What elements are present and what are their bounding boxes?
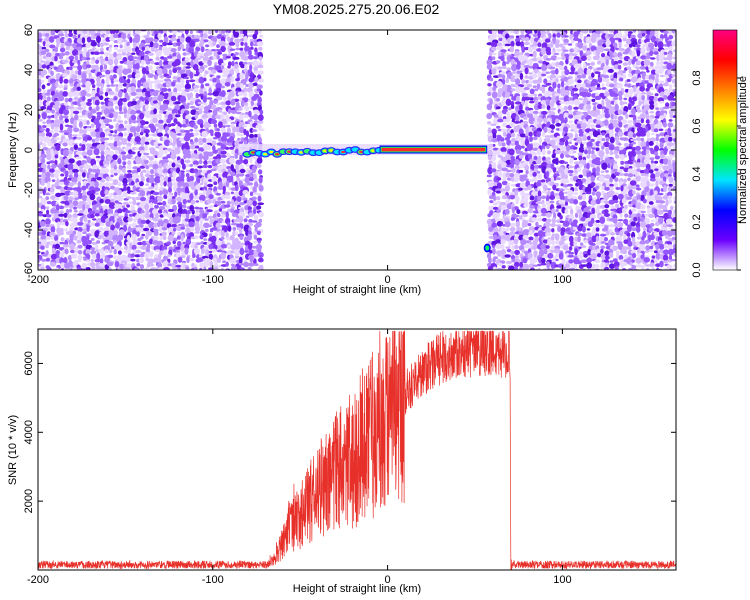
y-tick-label: -60 bbox=[23, 262, 35, 278]
snr-x-label: Height of straight line (km) bbox=[293, 583, 421, 595]
x-tick-label: 0 bbox=[385, 274, 391, 286]
snr-panel: -200 -100 0 100 2000 4000 6000 Height of stra… bbox=[7, 328, 677, 595]
y-tick-label: 20 bbox=[23, 104, 35, 116]
signal-band-core bbox=[381, 147, 486, 152]
y-tick-label: -40 bbox=[23, 222, 35, 238]
y-tick-label: 40 bbox=[23, 64, 35, 76]
colorbar-tick-label: 0.0 bbox=[691, 262, 703, 277]
y-tick-label: 4000 bbox=[23, 420, 35, 444]
spectrogram-noise bbox=[38, 30, 676, 270]
off-band-blip-core bbox=[485, 245, 490, 251]
snr-y-axis: 2000 4000 6000 bbox=[23, 351, 676, 513]
y-tick-label: 60 bbox=[23, 24, 35, 36]
signal-blob bbox=[329, 149, 334, 152]
colorbar-tick-label: 0.8 bbox=[691, 70, 703, 85]
x-tick-label: -200 bbox=[27, 274, 49, 286]
colorbar-ticks: 0.0 0.2 0.4 0.6 0.8 bbox=[691, 70, 741, 278]
noise-region bbox=[38, 30, 265, 270]
x-tick-label: 100 bbox=[553, 274, 571, 286]
colorbar-gradient bbox=[712, 29, 738, 271]
colorbar: 0.0 0.2 0.4 0.6 0.8 Normalized spectral ampl… bbox=[691, 29, 749, 278]
colorbar-tick-label: 0.4 bbox=[691, 166, 703, 181]
spectrogram-x-label: Height of straight line (km) bbox=[293, 284, 421, 296]
colorbar-label: Normalized spectral amplitude bbox=[737, 76, 749, 224]
snr-frame bbox=[37, 328, 677, 571]
x-tick-label: 0 bbox=[385, 574, 391, 586]
signal-blob bbox=[275, 153, 280, 156]
spectrogram-x-axis: -200 -100 0 100 bbox=[27, 30, 572, 286]
x-tick-label: 100 bbox=[553, 574, 571, 586]
snr-y-label: SNR (10 * v/v) bbox=[7, 415, 19, 485]
snr-x-axis: -200 -100 0 100 bbox=[27, 329, 572, 586]
y-tick-label: 6000 bbox=[23, 351, 35, 375]
colorbar-tick-label: 0.2 bbox=[691, 214, 703, 229]
chart-title: YM08.2025.275.20.06.E02 bbox=[273, 1, 440, 17]
y-tick-label: 2000 bbox=[23, 489, 35, 513]
spectrogram-y-label: Frequency (Hz) bbox=[7, 112, 19, 188]
y-tick-label: -20 bbox=[23, 182, 35, 198]
x-tick-label: -200 bbox=[27, 574, 49, 586]
spectrogram-y-axis: -60 -40 -20 0 20 40 60 bbox=[23, 24, 676, 278]
x-tick-label: -100 bbox=[202, 274, 224, 286]
y-tick-label: 0 bbox=[23, 147, 35, 153]
signal-blob bbox=[269, 150, 274, 154]
spectrogram-signal bbox=[238, 144, 494, 253]
noise-region bbox=[486, 30, 676, 270]
colorbar-tick-label: 0.6 bbox=[691, 118, 703, 133]
snr-series-line bbox=[38, 330, 676, 570]
signal-blob bbox=[341, 150, 346, 154]
signal-blob bbox=[263, 152, 268, 156]
x-tick-label: -100 bbox=[202, 574, 224, 586]
